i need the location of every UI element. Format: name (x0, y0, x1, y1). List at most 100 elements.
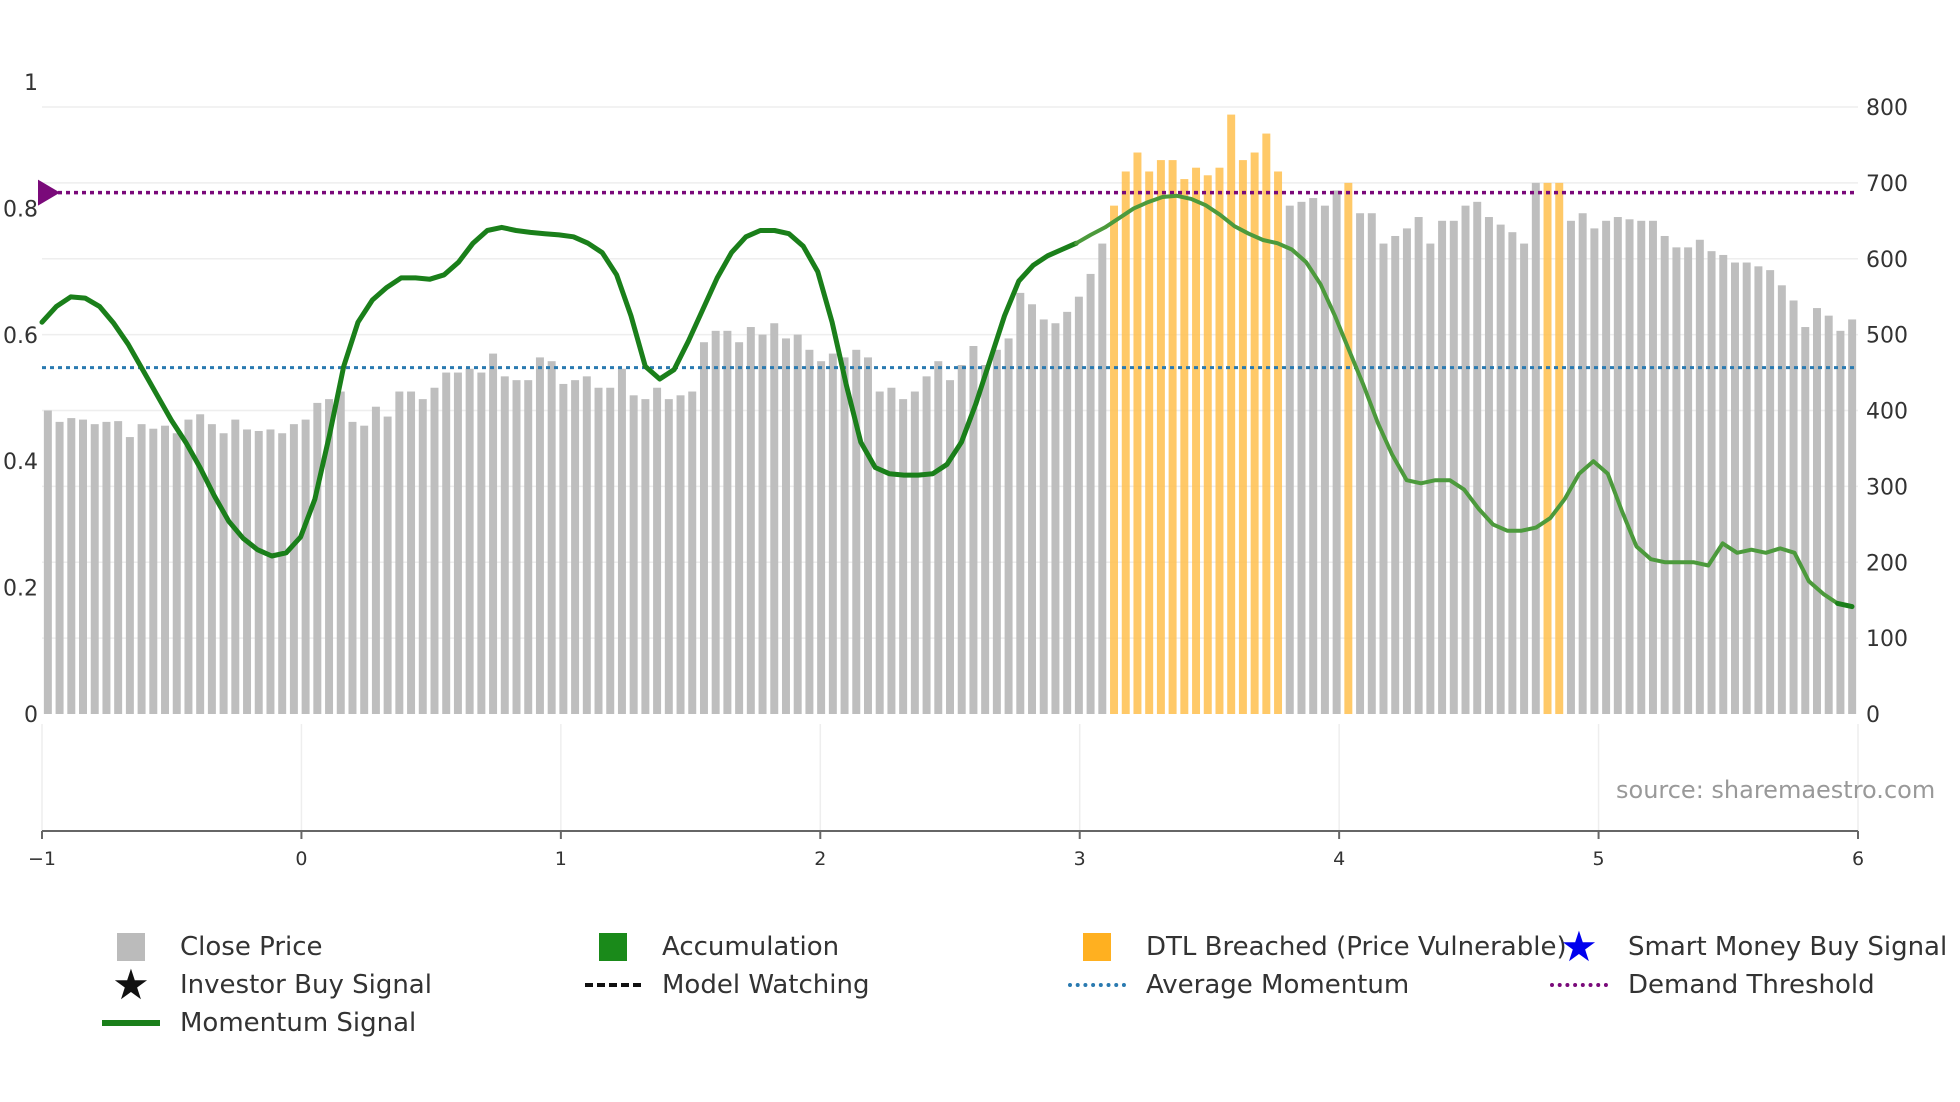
price-bar (1051, 323, 1060, 714)
price-bar (1180, 179, 1189, 714)
price-bar (1789, 300, 1798, 714)
y-right-tick-label: 800 (1866, 96, 1908, 121)
price-bar (899, 399, 908, 714)
price-bar (793, 334, 802, 715)
y-left-tick-label: 0.6 (3, 324, 38, 349)
price-bar (781, 338, 790, 714)
price-bar (817, 361, 826, 714)
price-bar (1004, 338, 1013, 714)
x-axis-tick-label: 2 (814, 848, 826, 870)
price-bar (699, 342, 708, 714)
price-bar (875, 391, 884, 714)
price-bar (418, 399, 427, 714)
price-bar (934, 361, 943, 714)
price-bar (336, 391, 345, 714)
price-bar (653, 387, 662, 714)
price-bar (1133, 152, 1142, 714)
price-bar (442, 372, 451, 714)
price-bar (688, 391, 697, 714)
price-bar (735, 342, 744, 714)
price-bar (981, 364, 990, 714)
price-bar (1156, 160, 1165, 715)
axes: 0 0.2 0.4 0.6 0.8 1 0 100 200 300 400 500 600 700 800 −… (3, 71, 1908, 870)
price-bar (1473, 201, 1482, 715)
price-bar (1449, 220, 1458, 714)
price-bar (43, 410, 52, 714)
price-bar (1145, 171, 1154, 715)
price-bar (1098, 243, 1107, 714)
momentum-line (39, 193, 1855, 610)
price-bar (172, 433, 181, 714)
price-bar (1731, 262, 1739, 714)
price-bar (1719, 254, 1728, 714)
y-right-tick-label: 300 (1866, 475, 1908, 500)
y-right-tick-label: 600 (1866, 248, 1908, 273)
price-bar (582, 376, 591, 714)
price-bar (477, 372, 486, 714)
price-bar (1484, 217, 1493, 714)
price-bar (1168, 160, 1177, 715)
price-bar (453, 372, 462, 714)
price-bars (43, 114, 1857, 715)
price-bar (102, 421, 111, 714)
price-bar (196, 414, 205, 714)
price-bar (910, 391, 919, 714)
price-bar (617, 368, 626, 714)
price-bar (1742, 262, 1751, 714)
price-bar (1672, 247, 1681, 714)
price-bar (1039, 319, 1048, 714)
price-bar (360, 425, 369, 714)
y-left-tick-label: 0.4 (3, 450, 38, 475)
price-bar (969, 346, 978, 714)
price-bar (243, 429, 252, 714)
y-right-tick-label: 400 (1866, 400, 1908, 425)
price-bar (864, 357, 872, 714)
price-bar (1555, 182, 1564, 715)
price-bar (289, 424, 298, 714)
price-bar (946, 380, 954, 714)
price-bar (606, 387, 615, 714)
price-bar (1238, 160, 1247, 715)
momentum-segment (1074, 193, 1840, 606)
price-bar (278, 433, 287, 714)
price-bar (1367, 213, 1376, 715)
price-bar (313, 402, 322, 714)
price-bar (79, 419, 87, 714)
price-bar (1566, 220, 1575, 714)
price-bar (325, 399, 334, 714)
x-axis-tick-label: 6 (1852, 848, 1864, 870)
price-bar (1309, 198, 1318, 715)
x-axis-tick-label: 5 (1593, 848, 1605, 870)
reference-lines (38, 179, 1858, 370)
price-bar (828, 353, 837, 714)
price-bar (1754, 266, 1763, 714)
price-bar (395, 391, 404, 714)
price-bar (1262, 133, 1271, 714)
price-bar (149, 428, 158, 714)
price-bar (723, 330, 732, 714)
price-bar (1684, 247, 1693, 714)
price-bar (1285, 205, 1294, 714)
price-bar (137, 424, 146, 714)
price-bar (992, 349, 1001, 714)
price-bar (1695, 239, 1704, 714)
price-bar (770, 323, 779, 714)
price-bar (1648, 220, 1657, 714)
price-bar (1707, 251, 1716, 714)
price-bar (1028, 304, 1036, 714)
price-bar (1074, 296, 1083, 714)
price-bar (840, 357, 849, 714)
demand-threshold-marker (38, 179, 60, 206)
price-bar (547, 361, 556, 714)
price-bar (1320, 205, 1329, 714)
price-bar (1766, 270, 1775, 714)
price-bar (67, 418, 76, 714)
price-bar (1192, 167, 1201, 714)
price-bar (489, 353, 498, 714)
y-right-tick-label: 0 (1866, 703, 1880, 728)
price-bar (371, 406, 380, 714)
price-bar (1086, 273, 1095, 714)
y-right-tick-label: 700 (1866, 172, 1908, 197)
price-bar (184, 419, 193, 714)
price-bar (535, 357, 544, 714)
